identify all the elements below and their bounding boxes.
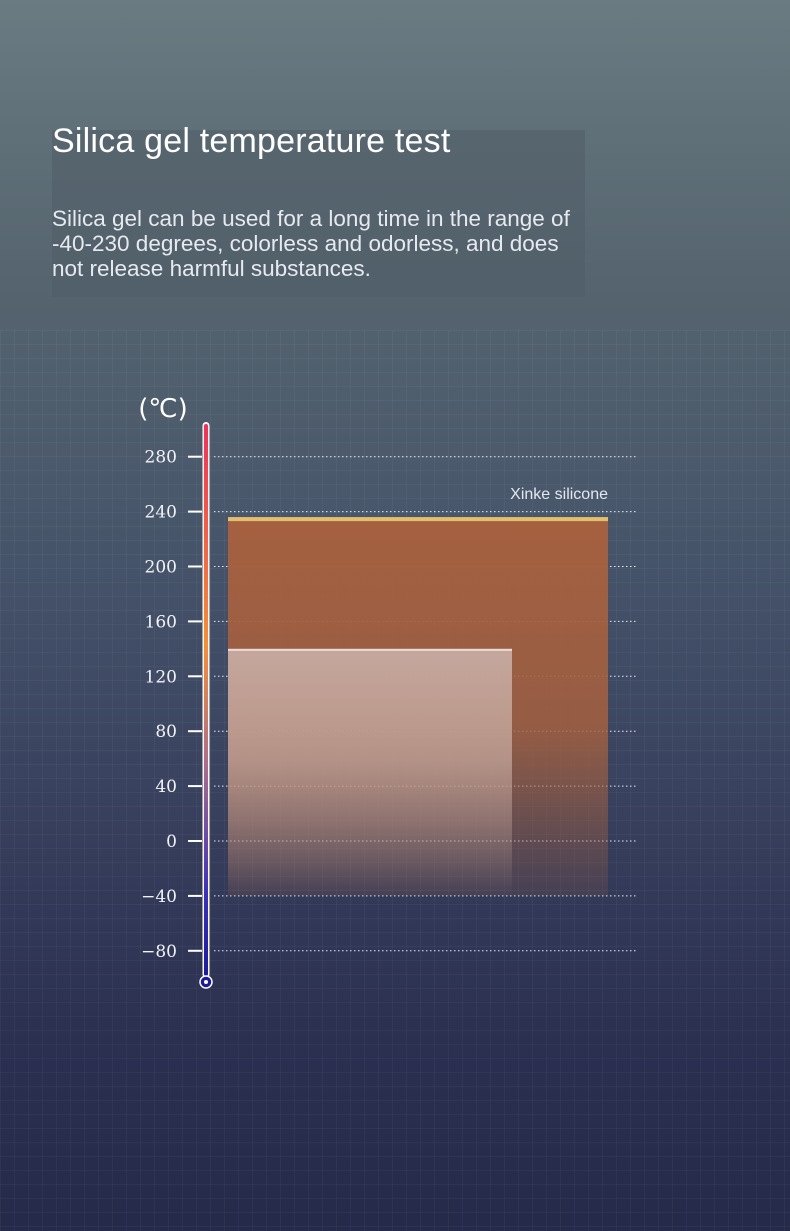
y-tick-label: 160 xyxy=(145,612,177,632)
y-tick-label: −80 xyxy=(141,942,177,962)
y-tick-label: 80 xyxy=(155,722,177,742)
header-panel xyxy=(52,130,585,297)
y-tick-label: 40 xyxy=(155,777,177,797)
y-tick-label: 120 xyxy=(145,667,177,687)
page-description: Silica gel can be used for a long time i… xyxy=(52,206,570,281)
thermometer-bulb-center xyxy=(204,980,208,984)
series-label-xinke-silicone: Xinke silicone xyxy=(510,486,608,503)
y-tick-label: −40 xyxy=(141,887,177,907)
bar-xinke-silicone-top xyxy=(228,517,608,522)
bar-ordinary-silicone-top xyxy=(228,648,512,651)
page-title: Silica gel temperature test xyxy=(52,122,451,160)
bar-ordinary-silicone xyxy=(228,648,512,896)
y-tick-label: 200 xyxy=(145,558,177,578)
y-tick-label: 280 xyxy=(145,448,177,468)
thermometer-tube xyxy=(204,424,208,976)
y-tick-label: 240 xyxy=(145,503,177,523)
unit-label: (℃) xyxy=(138,394,188,424)
y-tick-label: 0 xyxy=(166,832,177,852)
